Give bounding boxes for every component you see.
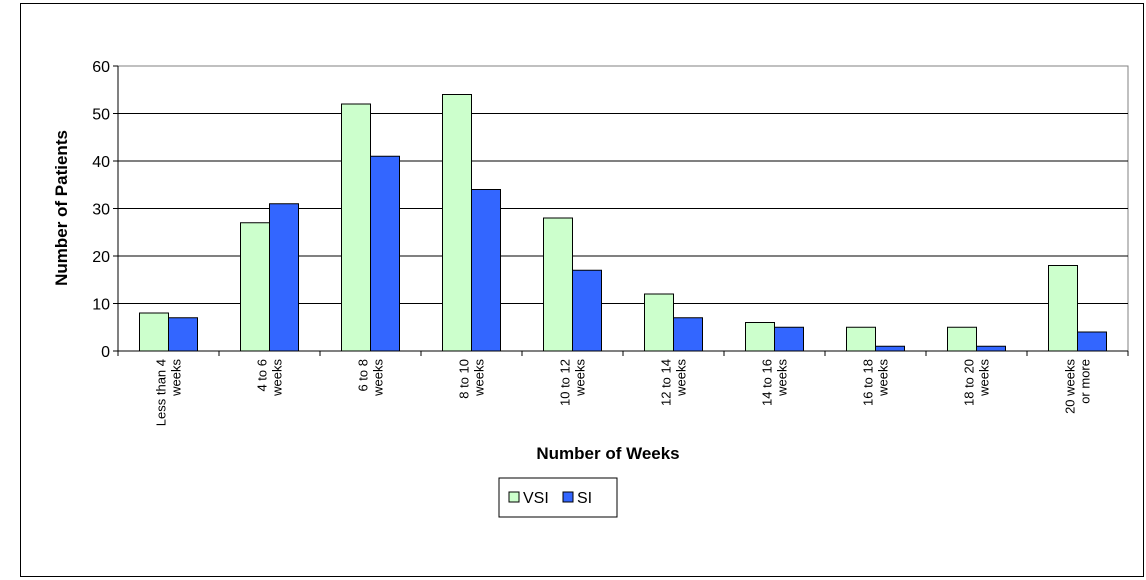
bar-si-3 <box>471 189 501 352</box>
y-tick-label: 20 <box>92 249 110 266</box>
x-tick-label-line: 8 to 10 <box>457 359 472 399</box>
legend-swatch-vsi <box>508 491 520 503</box>
bar-si-9 <box>1077 331 1107 352</box>
legend-label-vsi: VSI <box>523 490 549 507</box>
y-tick-label: 30 <box>92 202 110 219</box>
x-tick-label-line: 4 to 6 <box>255 359 270 392</box>
bar-si-7 <box>875 345 905 352</box>
x-tick-label-line: 20 weeks <box>1063 359 1078 414</box>
bar-si-6 <box>774 326 804 352</box>
y-tick-label: 60 <box>92 59 110 76</box>
x-tick-label: 10 to 12 weeks <box>558 359 588 406</box>
bars <box>139 94 1107 352</box>
legend: VSI SI <box>498 477 618 518</box>
x-tick-label-line: weeks <box>472 359 487 397</box>
y-axis-title: Number of Patients <box>52 130 71 286</box>
x-tick-label: 6 to 8 weeks <box>356 359 386 397</box>
x-tick-label-line: weeks <box>775 359 790 397</box>
bar-vsi-1 <box>240 222 270 352</box>
x-tick-label-line: weeks <box>169 359 184 397</box>
x-tick-label: 18 to 20 weeks <box>962 359 992 406</box>
bar-si-0 <box>168 317 198 352</box>
bar-si-5 <box>673 317 703 352</box>
x-tick-label-line: weeks <box>674 359 689 397</box>
legend-swatch-si <box>562 491 574 503</box>
bar-si-8 <box>976 345 1006 352</box>
bar-vsi-5 <box>644 293 674 352</box>
y-tick-label: 0 <box>101 344 110 361</box>
x-tick-label: 8 to 10 weeks <box>457 359 487 399</box>
bar-vsi-2 <box>341 103 371 352</box>
x-tick-label-line: 12 to 14 <box>659 359 674 406</box>
bar-vsi-8 <box>947 326 977 352</box>
x-tick-label: 4 to 6 weeks <box>255 359 285 397</box>
x-tick-label-line: 16 to 18 <box>861 359 876 406</box>
y-tick-label: 10 <box>92 297 110 314</box>
legend-label-si: SI <box>577 490 592 507</box>
bar-si-4 <box>572 269 602 352</box>
x-tick-label-line: weeks <box>876 359 891 397</box>
x-tick-label-line: or more <box>1078 359 1093 404</box>
x-tick-label: 14 to 16 weeks <box>760 359 790 406</box>
x-tick-label: 16 to 18 weeks <box>861 359 891 406</box>
x-tick-label: Less than 4 weeks <box>154 359 184 427</box>
x-tick-label-line: weeks <box>573 359 588 397</box>
x-tick-label: 20 weeks or more <box>1063 359 1093 414</box>
x-tick-label-line: 14 to 16 <box>760 359 775 406</box>
bar-vsi-3 <box>442 94 472 352</box>
x-tick-label-line: 6 to 8 <box>356 359 371 392</box>
x-axis: Less than 4 weeks 4 to 6 weeks 6 to 8 weeks 8 … <box>117 350 1129 427</box>
bar-vsi-7 <box>846 326 876 352</box>
x-tick-label-line: weeks <box>977 359 992 397</box>
x-tick-label-line: weeks <box>270 359 285 397</box>
x-tick-label-line: 10 to 12 <box>558 359 573 406</box>
x-tick-label: 12 to 14 weeks <box>659 359 689 406</box>
bar-vsi-9 <box>1048 265 1078 352</box>
bar-si-1 <box>269 203 299 352</box>
x-tick-label-line: Less than 4 <box>154 359 169 426</box>
x-tick-label-line: weeks <box>371 359 386 397</box>
x-axis-title: Number of Weeks <box>536 444 679 463</box>
bar-vsi-6 <box>745 322 775 352</box>
y-tick-label: 50 <box>92 107 110 124</box>
y-axis: 0 10 20 30 40 50 60 <box>92 59 119 361</box>
x-tick-label-line: 18 to 20 <box>962 359 977 406</box>
bar-vsi-0 <box>139 312 169 352</box>
y-tick-label: 40 <box>92 154 110 171</box>
bar-vsi-4 <box>543 217 573 352</box>
bar-si-2 <box>370 155 400 352</box>
